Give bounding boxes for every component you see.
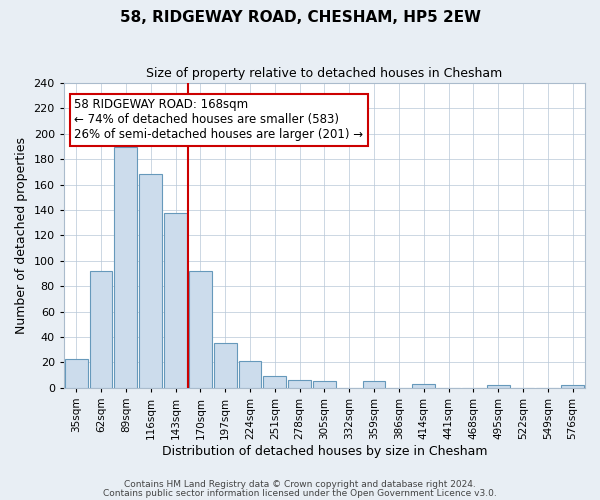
Bar	[214, 344, 236, 388]
Bar	[65, 358, 88, 388]
Text: 58, RIDGEWAY ROAD, CHESHAM, HP5 2EW: 58, RIDGEWAY ROAD, CHESHAM, HP5 2EW	[119, 10, 481, 25]
Bar	[362, 382, 385, 388]
Bar	[487, 386, 509, 388]
Bar	[239, 361, 262, 388]
Bar	[164, 212, 187, 388]
Bar	[89, 271, 112, 388]
Bar	[412, 384, 435, 388]
Text: Contains public sector information licensed under the Open Government Licence v3: Contains public sector information licen…	[103, 488, 497, 498]
Bar	[115, 146, 137, 388]
Title: Size of property relative to detached houses in Chesham: Size of property relative to detached ho…	[146, 68, 503, 80]
Bar	[263, 376, 286, 388]
Y-axis label: Number of detached properties: Number of detached properties	[15, 137, 28, 334]
Bar	[139, 174, 162, 388]
Text: Contains HM Land Registry data © Crown copyright and database right 2024.: Contains HM Land Registry data © Crown c…	[124, 480, 476, 489]
Bar	[313, 382, 336, 388]
Bar	[189, 271, 212, 388]
Text: 58 RIDGEWAY ROAD: 168sqm
← 74% of detached houses are smaller (583)
26% of semi-: 58 RIDGEWAY ROAD: 168sqm ← 74% of detach…	[74, 98, 364, 142]
X-axis label: Distribution of detached houses by size in Chesham: Distribution of detached houses by size …	[161, 444, 487, 458]
Bar	[561, 386, 584, 388]
Bar	[288, 380, 311, 388]
